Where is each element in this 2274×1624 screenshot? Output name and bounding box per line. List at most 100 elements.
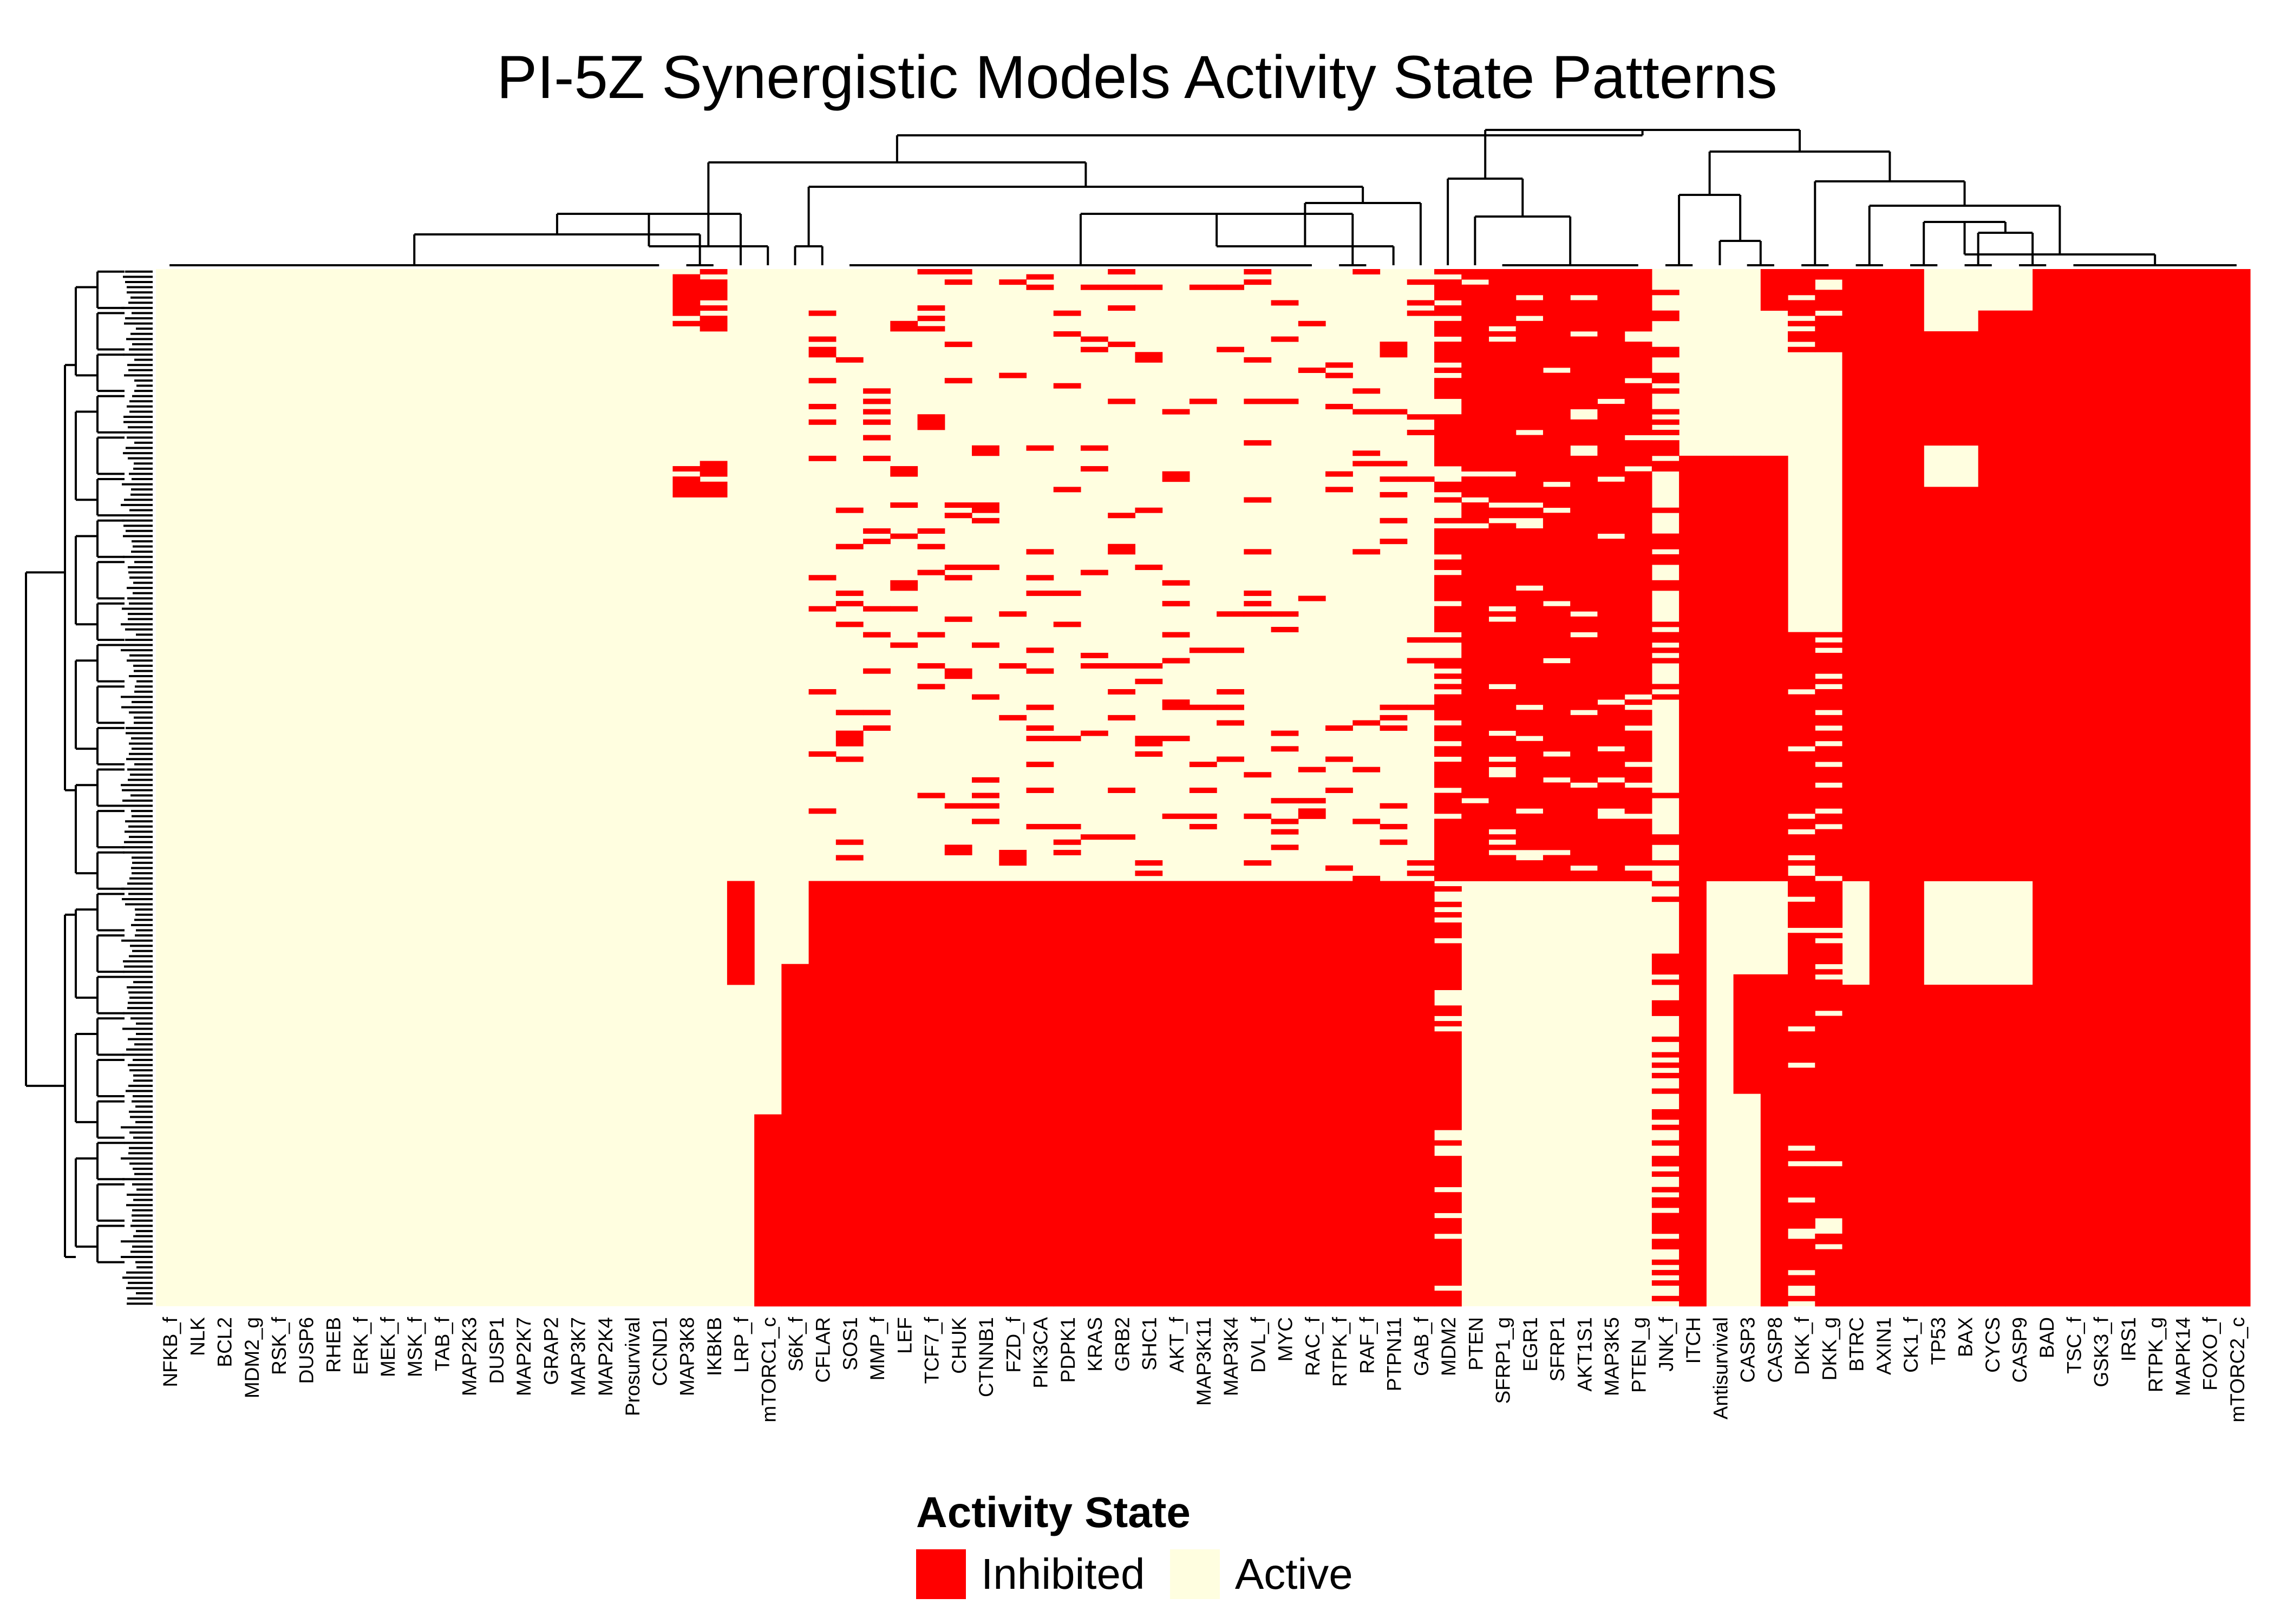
- heatmap-cell-inhibited: [1162, 632, 1190, 638]
- heatmap-cell-inhibited: [1815, 767, 1843, 783]
- column-label: DUSP1: [486, 1317, 508, 1384]
- heatmap-cell-inhibited: [1651, 1213, 1680, 1234]
- heatmap-cell-inhibited: [1244, 549, 1272, 555]
- heatmap-cell-inhibited: [1651, 1239, 1680, 1250]
- heatmap-cell-inhibited: [1815, 715, 1843, 726]
- heatmap-cell-inhibited: [917, 326, 945, 332]
- heatmap-cell-inhibited: [1244, 813, 1272, 819]
- heatmap-cell-inhibited: [1244, 357, 1272, 363]
- heatmap-cell-inhibited: [1624, 710, 1652, 726]
- column-label: MMP_f: [866, 1317, 888, 1380]
- heatmap-cell-inhibited: [944, 881, 972, 1307]
- heatmap-cell-inhibited: [1651, 554, 1680, 565]
- heatmap-cell-inhibited: [1080, 652, 1108, 658]
- heatmap-cell-inhibited: [835, 730, 864, 746]
- heatmap-cell-inhibited: [1760, 269, 1788, 311]
- heatmap-cell-inhibited: [1189, 704, 1217, 710]
- column-label: MDM2: [1437, 1317, 1460, 1376]
- heatmap-cell-inhibited: [1788, 860, 1815, 866]
- heatmap-cell-inhibited: [1026, 445, 1054, 451]
- heatmap-cell-inhibited: [781, 964, 809, 1307]
- column-label: Prosurvival: [622, 1317, 644, 1416]
- heatmap-cell-inhibited: [700, 279, 728, 300]
- heatmap-cell-inhibited: [1162, 471, 1190, 482]
- heatmap-cell-inhibited: [1407, 414, 1435, 420]
- heatmap-cell-inhibited: [1026, 575, 1054, 581]
- heatmap-cell-inhibited: [1597, 481, 1625, 534]
- heatmap-cell-inhibited: [1488, 523, 1517, 607]
- heatmap-cell-inhibited: [1380, 461, 1408, 467]
- heatmap-cell-inhibited: [1189, 647, 1217, 653]
- heatmap-cell-inhibited: [1461, 284, 1489, 472]
- heatmap-cell-inhibited: [1380, 803, 1408, 809]
- heatmap-cell-inhibited: [2223, 269, 2251, 1307]
- heatmap-cell-inhibited: [1026, 704, 1054, 710]
- heatmap-cell-inhibited: [1434, 1239, 1462, 1286]
- heatmap-cell-inhibited: [1135, 678, 1163, 684]
- heatmap-cell-inhibited: [1271, 398, 1299, 404]
- legend: Activity State Inhibited Active: [916, 1488, 1376, 1602]
- heatmap-cell-inhibited: [1407, 300, 1435, 306]
- heatmap-cell-inhibited: [1080, 881, 1108, 1307]
- heatmap-cell-inhibited: [1434, 320, 1462, 337]
- heatmap-cell-inhibited: [999, 715, 1027, 721]
- heatmap-cell-inhibited: [1543, 269, 1571, 368]
- heatmap-cell-inhibited: [863, 632, 891, 638]
- heatmap-cell-inhibited: [1434, 901, 1462, 907]
- heatmap-cell-inhibited: [863, 528, 891, 534]
- heatmap-cell-inhibited: [1325, 788, 1353, 793]
- heatmap-cell-inhibited: [1488, 611, 1517, 617]
- heatmap-cell-inhibited: [1434, 793, 1462, 814]
- column-label: RAF_f: [1356, 1317, 1378, 1374]
- heatmap-cell-inhibited: [1026, 788, 1054, 793]
- heatmap-cell-inhibited: [1651, 834, 1680, 845]
- heatmap-cell-inhibited: [808, 881, 837, 1307]
- heatmap-cell-inhibited: [1570, 637, 1598, 710]
- legend-title: Activity State: [916, 1488, 1191, 1536]
- heatmap-cell-inhibited: [1788, 901, 1815, 928]
- column-label: RAC_f: [1302, 1317, 1324, 1376]
- heatmap-cell-inhibited: [1108, 834, 1136, 840]
- heatmap-cell-inhibited: [972, 565, 999, 571]
- column-label: TP53: [1927, 1317, 1949, 1365]
- column-label: MAP3K11: [1193, 1317, 1215, 1406]
- heatmap-cell-inhibited: [1298, 881, 1326, 1307]
- heatmap-cell-inhibited: [1434, 658, 1462, 669]
- heatmap-cell-inhibited: [863, 725, 891, 731]
- heatmap-cell-inhibited: [1434, 725, 1462, 742]
- heatmap-cell-inhibited: [1651, 346, 1680, 358]
- heatmap-cell-inhibited: [1352, 818, 1381, 824]
- heatmap-cell-inhibited: [672, 476, 701, 497]
- heatmap-cell-inhibited: [808, 378, 837, 384]
- column-label: CHUK: [948, 1317, 970, 1374]
- heatmap-cell-inhibited: [1135, 663, 1163, 669]
- heatmap-cell-inhibited: [863, 606, 891, 612]
- heatmap-cell-inhibited: [1244, 772, 1272, 778]
- heatmap-cell-inhibited: [1461, 476, 1489, 497]
- heatmap-cell-inhibited: [1624, 383, 1652, 435]
- column-label: KRAS: [1084, 1317, 1106, 1372]
- heatmap-cell-inhibited: [1651, 440, 1680, 456]
- heatmap-cell-inhibited: [1135, 565, 1163, 571]
- column-label: MAP2K7: [513, 1317, 535, 1396]
- column-label: LEF: [893, 1317, 916, 1354]
- legend-label-active: Active: [1234, 1550, 1353, 1598]
- heatmap-cell-inhibited: [1135, 507, 1163, 513]
- heatmap-cell-inhibited: [1434, 1140, 1462, 1146]
- heatmap-cell-inhibited: [1244, 279, 1272, 285]
- heatmap-cell-inhibited: [1651, 1156, 1680, 1167]
- heatmap-cell-inhibited: [1135, 881, 1163, 1307]
- heatmap-cell-inhibited: [808, 751, 837, 757]
- heatmap-cell-inhibited: [1352, 875, 1381, 1307]
- heatmap-cell-inhibited: [1325, 487, 1353, 493]
- heatmap-cell-inhibited: [1651, 388, 1680, 394]
- heatmap-cell-inhibited: [1162, 736, 1190, 742]
- heatmap-cell-inhibited: [1189, 398, 1217, 404]
- column-label: MAP2K4: [594, 1317, 617, 1396]
- heatmap-cell-inhibited: [1352, 720, 1381, 726]
- heatmap-cell-inhibited: [1026, 824, 1054, 830]
- heatmap-cell-inhibited: [1651, 372, 1680, 384]
- heatmap-cell-inhibited: [1434, 1156, 1462, 1188]
- heatmap-cell-inhibited: [1108, 715, 1136, 721]
- heatmap-cell-inhibited: [1651, 507, 1680, 513]
